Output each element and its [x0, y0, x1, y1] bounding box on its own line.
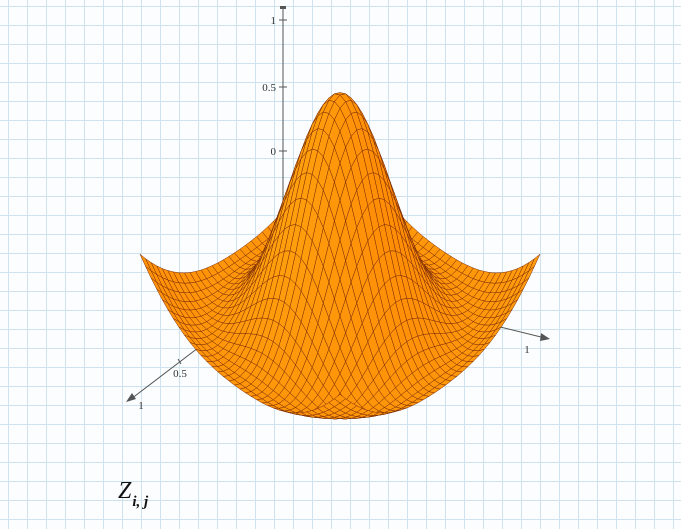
expression-name: Z — [118, 478, 132, 504]
right-axis-tick-label: 1 — [524, 344, 530, 356]
left-axis-tick-label: 1 — [138, 400, 144, 412]
left-tick — [177, 358, 182, 365]
z-axis-cap — [280, 6, 286, 9]
expression: Zi, j — [118, 478, 148, 511]
left-axis-tick-label: 0.5 — [173, 368, 187, 380]
surface-mesh — [139, 92, 541, 420]
z-tick-label: 0.5 — [262, 82, 276, 94]
expression-subscript: i, j — [132, 494, 149, 510]
surface-patch — [333, 393, 347, 404]
axis-arrow — [540, 333, 550, 341]
z-tick-label: 0 — [271, 146, 277, 158]
z-tick-label: 1 — [271, 15, 277, 27]
axis-arrow — [126, 393, 136, 402]
